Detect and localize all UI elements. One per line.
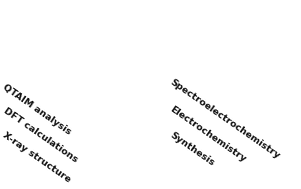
- Text: X-ray structure: X-ray structure: [2, 131, 73, 184]
- Text: QTAIM analysis: QTAIM analysis: [2, 83, 73, 137]
- Text: Synthesis: Synthesis: [168, 131, 216, 168]
- Text: Spectroelectrochemistry: Spectroelectrochemistry: [168, 78, 281, 161]
- Text: Electrochemistry: Electrochemistry: [168, 104, 247, 163]
- Text: DFT calculations: DFT calculations: [2, 107, 79, 165]
